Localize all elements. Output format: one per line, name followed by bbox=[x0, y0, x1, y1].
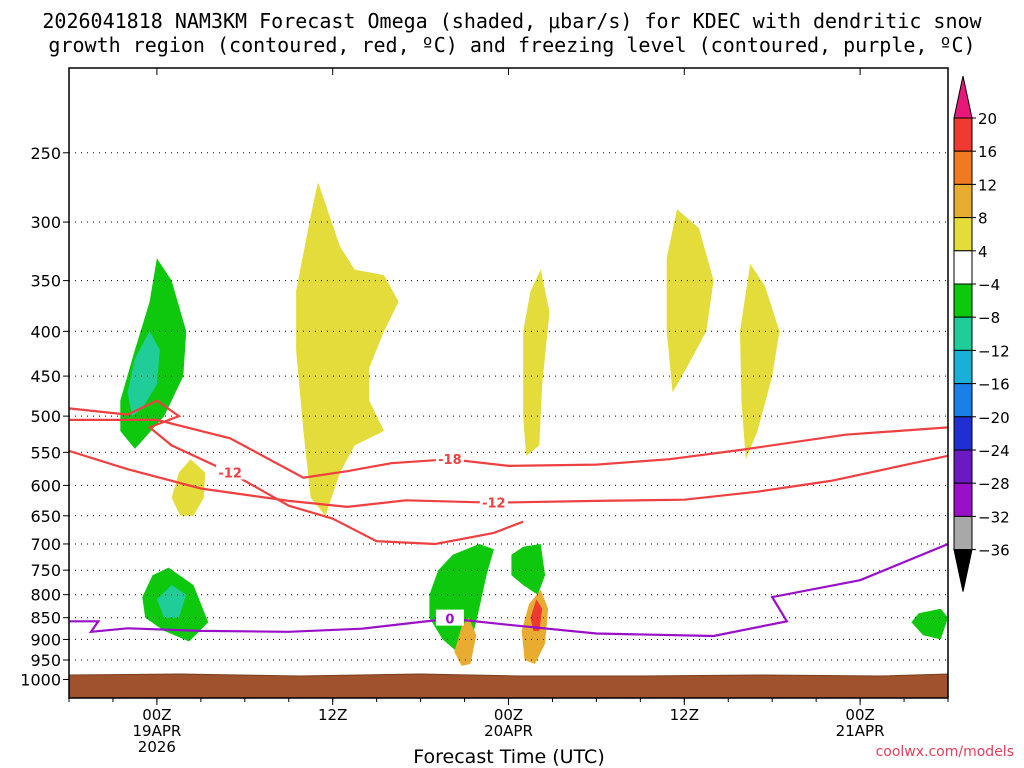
red-contour-line-1 bbox=[69, 449, 948, 509]
pressure-tick-label-750: 750 bbox=[30, 561, 61, 580]
colorbar-label-10: −24 bbox=[978, 442, 1010, 460]
red-contour-label-1: -12 bbox=[482, 497, 506, 512]
pressure-tick-label-350: 350 bbox=[30, 272, 61, 291]
credit-text: coolwx.com/models bbox=[876, 744, 1014, 760]
red-contour-label-bg-0 bbox=[435, 450, 464, 467]
omega-region-1 bbox=[127, 331, 160, 417]
pressure-tick-label-250: 250 bbox=[30, 144, 61, 163]
time-label-hour-0: 00Z bbox=[142, 706, 171, 724]
time-label-hour-4: 00Z bbox=[845, 706, 874, 724]
pressure-tick-label-700: 700 bbox=[30, 535, 61, 554]
colorbar-band-12 bbox=[953, 482, 973, 517]
colorbar-band-6 bbox=[953, 283, 973, 318]
red-contour-label-bg-1 bbox=[479, 493, 508, 510]
colorbar-band-7 bbox=[953, 316, 973, 351]
colorbar-label-13: −36 bbox=[978, 542, 1010, 560]
x-axis-label: Forecast Time (UTC) bbox=[413, 746, 604, 768]
colorbar-band-4 bbox=[953, 217, 973, 252]
colorbar-label-7: −12 bbox=[978, 342, 1010, 360]
pressure-axis: 250 300 350 400 450 500 550 600 650 700 750 800 850 9… bbox=[20, 144, 69, 689]
colorbar-label-0: 20 bbox=[978, 110, 997, 128]
omega-region-5 bbox=[666, 209, 714, 393]
time-label-date-0: 19APR bbox=[132, 722, 181, 740]
purple-contour-label-bg-0 bbox=[435, 609, 464, 626]
colorbar-label-9: −20 bbox=[978, 409, 1010, 427]
omega-region-6 bbox=[740, 264, 780, 460]
purple-contour-label-0: 0 bbox=[445, 613, 454, 628]
pressure-tick-label-1000: 1000 bbox=[20, 670, 61, 689]
colorbar-label-8: −16 bbox=[978, 376, 1010, 394]
colorbar-label-2: 12 bbox=[978, 176, 997, 194]
omega-region-2 bbox=[171, 459, 206, 516]
omega-region-13 bbox=[530, 599, 543, 631]
omega-region-4 bbox=[523, 269, 550, 456]
colorbar-band-2 bbox=[953, 150, 973, 185]
time-label-year-0: 2026 bbox=[138, 738, 176, 756]
red-contour-label-bg-2 bbox=[216, 463, 245, 480]
colorbar-label-12: −32 bbox=[978, 508, 1010, 526]
omega-region-11 bbox=[454, 617, 477, 666]
colorbar-band-3 bbox=[953, 183, 973, 219]
red-contour-label-0: -18 bbox=[438, 453, 462, 468]
colorbar-label-1: 16 bbox=[978, 143, 997, 161]
time-label-hour-3: 12Z bbox=[670, 706, 699, 724]
pressure-tick-label-450: 450 bbox=[30, 367, 61, 386]
omega-region-14 bbox=[911, 608, 948, 640]
time-label-hour-2: 00Z bbox=[494, 706, 523, 724]
time-label-date-2: 20APR bbox=[484, 722, 533, 740]
pressure-tick-label-650: 650 bbox=[30, 507, 61, 526]
pressure-tick-label-600: 600 bbox=[30, 476, 61, 495]
time-label-hour-1: 12Z bbox=[318, 706, 347, 724]
freezing-level-contours: 0 bbox=[69, 542, 948, 638]
colorbar-label-4: 4 bbox=[978, 243, 988, 261]
pressure-tick-label-900: 900 bbox=[30, 630, 61, 649]
chart-title-line1: 2026041818 NAM3KM Forecast Omega (shaded… bbox=[42, 9, 982, 33]
pressure-tick-label-800: 800 bbox=[30, 586, 61, 605]
colorbar-band-1 bbox=[953, 117, 973, 152]
omega-region-8 bbox=[156, 585, 187, 618]
pressure-tick-label-500: 500 bbox=[30, 407, 61, 426]
colorbar-band-11 bbox=[953, 449, 973, 484]
ground-terrain bbox=[68, 673, 949, 699]
pressure-tick-label-950: 950 bbox=[30, 651, 61, 670]
colorbar-band-5 bbox=[953, 250, 973, 285]
colorbar-band-9 bbox=[953, 383, 973, 418]
colorbar-band-8 bbox=[953, 349, 973, 385]
omega-region-10 bbox=[511, 544, 546, 595]
plot-background bbox=[69, 68, 948, 698]
omega-region-3 bbox=[296, 182, 399, 516]
pressure-tick-label-550: 550 bbox=[30, 443, 61, 462]
dendritic-growth-contours: -18 -12 -12 bbox=[69, 399, 948, 546]
pressure-tick-label-850: 850 bbox=[30, 609, 61, 628]
pressure-tick-label-300: 300 bbox=[30, 213, 61, 232]
red-contour-label-2: -12 bbox=[218, 467, 242, 482]
chart-title-line2: growth region (contoured, red, ºC) and f… bbox=[48, 33, 975, 57]
colorbar-band-10 bbox=[953, 416, 973, 451]
pressure-tick-label-400: 400 bbox=[30, 322, 61, 341]
colorbar-top-arrow bbox=[953, 75, 973, 119]
colorbar-bottom-arrow bbox=[953, 549, 973, 592]
colorbar: 20 16 12 8 4 −4 −8 −12 −16 −20 −24 −28 −32 −36 bbox=[953, 75, 1010, 592]
colorbar-label-5: −4 bbox=[978, 276, 1000, 294]
colorbar-label-11: −28 bbox=[978, 475, 1010, 493]
colorbar-band-13 bbox=[953, 515, 973, 551]
colorbar-label-6: −8 bbox=[978, 309, 1000, 327]
colorbar-label-3: 8 bbox=[978, 210, 988, 228]
time-label-date-4: 21APR bbox=[836, 722, 885, 740]
